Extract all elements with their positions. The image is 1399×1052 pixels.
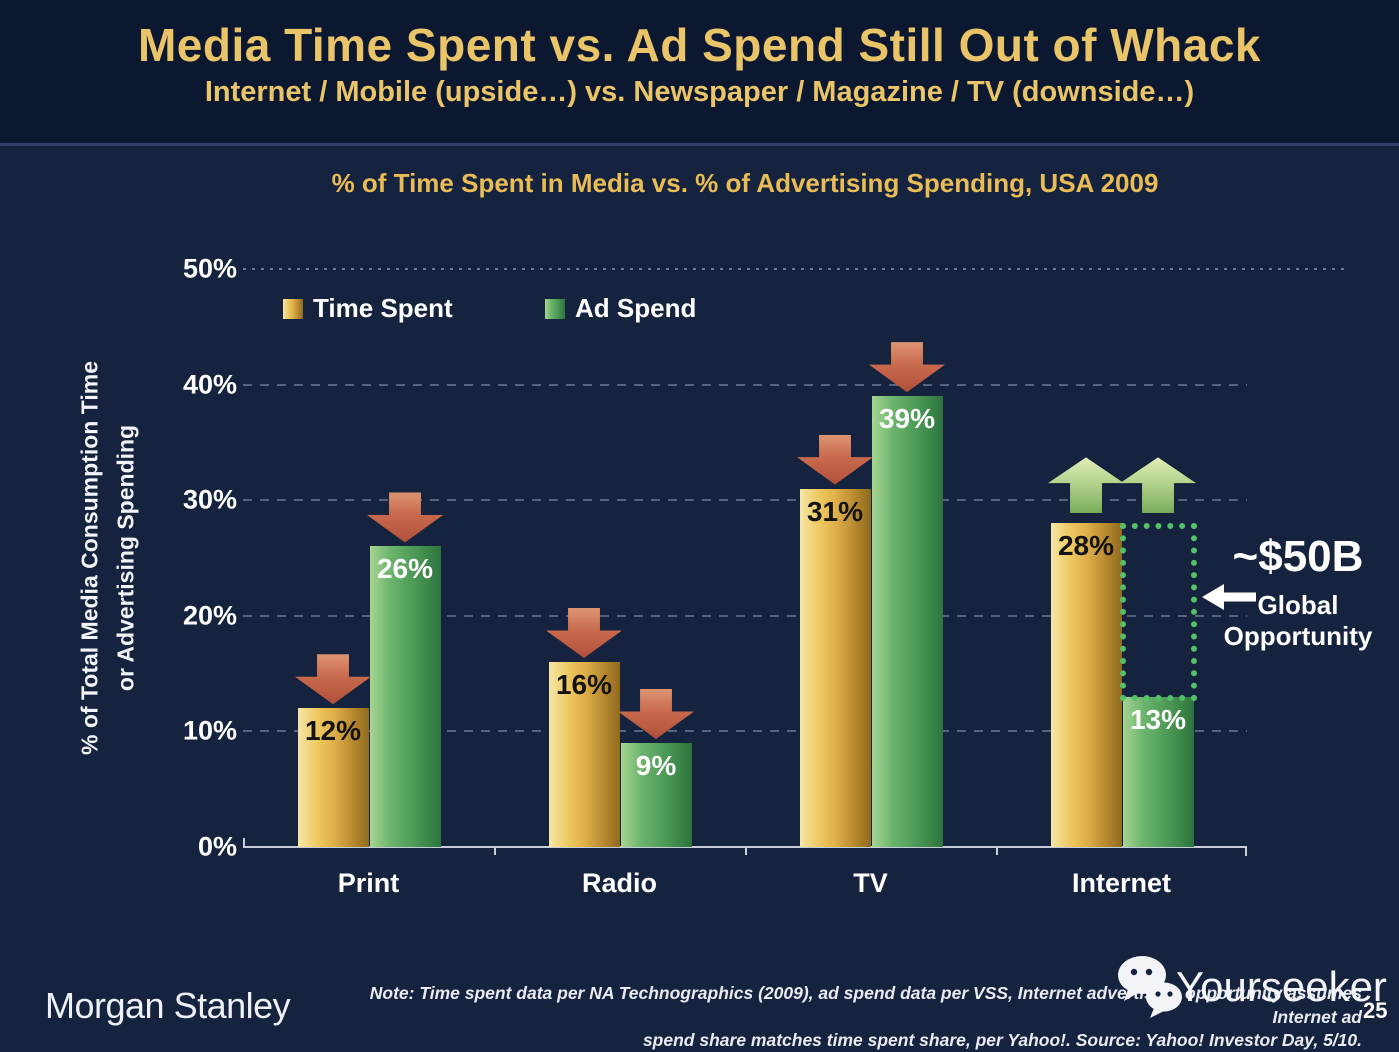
bar-print-ad-spend: 26% [369, 546, 441, 847]
bar-value-label-radio-time-spent: 16% [555, 669, 613, 701]
y-axis-label: % of Total Media Consumption Time or Adv… [72, 361, 143, 755]
bar-radio-time-spent: 16% [548, 662, 620, 847]
y-axis-label-line2: or Advertising Spending [112, 424, 138, 692]
ytick-label-0pct: 0% [197, 831, 237, 862]
legend-item-ad-spend: Ad Spend [545, 293, 696, 324]
legend-item-time-spent: Time Spent [283, 293, 453, 324]
left-arrow-icon [1202, 584, 1256, 610]
bar-value-label-radio-ad-spend: 9% [635, 749, 677, 781]
up-arrow-icon [1048, 457, 1124, 514]
bar-value-label-print-time-spent: 12% [304, 715, 362, 747]
bar-value-label-print-ad-spend: 26% [376, 553, 434, 585]
bar-value-label-tv-time-spent: 31% [806, 495, 864, 527]
x-category-label-radio: Radio [581, 868, 657, 898]
gridline-10pct [243, 730, 1247, 733]
bar-value-label-internet-time-spent: 28% [1057, 530, 1115, 562]
header-band [0, 0, 1399, 146]
bar-internet-time-spent: 28% [1050, 523, 1122, 847]
slide-title: Media Time Spent vs. Ad Spend Still Out … [137, 19, 1262, 71]
chart-title: % of Time Spent in Media vs. % of Advert… [331, 168, 1159, 198]
ytick-label-40pct: 40% [182, 369, 237, 400]
bar-tv-ad-spend: 39% [871, 396, 943, 847]
gridline-20pct [243, 614, 1247, 617]
x-axis-category-tick [745, 846, 747, 855]
x-axis-category-tick [996, 846, 998, 855]
gridline-40pct [243, 383, 1247, 386]
x-category-label-tv: TV [853, 868, 888, 898]
ytick-label-50pct: 50% [182, 253, 237, 284]
down-arrow-icon [295, 654, 371, 705]
morgan-stanley-logo: Morgan Stanley [45, 985, 291, 1026]
bar-value-label-tv-ad-spend: 39% [878, 403, 936, 435]
source-note: Note: Time spent data per NA Technograph… [318, 982, 1362, 1052]
opportunity-gap-box [1119, 523, 1197, 701]
ytick-label-30pct: 30% [182, 484, 237, 515]
bar-value-label-internet-ad-spend: 13% [1129, 703, 1187, 735]
x-axis-left-hook [243, 838, 245, 847]
x-category-label-print: Print [337, 868, 400, 898]
bar-print-time-spent: 12% [297, 708, 369, 847]
legend-label-ad-spend: Ad Spend [575, 293, 697, 323]
gridline-30pct [243, 499, 1247, 502]
x-category-label-internet: Internet [1071, 868, 1171, 898]
ytick-label-10pct: 10% [182, 715, 237, 746]
opportunity-value: ~$50B [1232, 532, 1364, 581]
watermark-text: Yourseeker [1176, 963, 1387, 1010]
opportunity-label: Global Opportunity [1223, 590, 1373, 652]
down-arrow-icon [797, 434, 873, 485]
gridline-50pct [243, 268, 1350, 270]
ad-spend-swatch-icon [545, 298, 565, 319]
slide-subtitle: Internet / Mobile (upside…) vs. Newspape… [204, 76, 1195, 108]
x-axis-right-hook [1245, 846, 1247, 856]
opportunity-annotation: ~$50B Global Opportunity [1200, 532, 1396, 653]
time-spent-swatch-icon [283, 298, 303, 319]
y-axis-label-line1: % of Total Media Consumption Time [76, 361, 103, 755]
legend-label-time-spent: Time Spent [313, 293, 453, 323]
bar-internet-ad-spend: 13% [1122, 696, 1194, 847]
page-number: 25 [1363, 998, 1388, 1023]
bar-tv-time-spent: 31% [799, 488, 871, 847]
ytick-label-20pct: 20% [182, 600, 237, 631]
bar-radio-ad-spend: 9% [620, 742, 692, 847]
source-note-line1: Note: Time spent data per NA Technograph… [369, 983, 1362, 1027]
up-arrow-icon [1120, 457, 1196, 514]
source-note-line2: spend share matches time spent share, pe… [642, 1030, 1362, 1051]
watermark: Yourseeker [1112, 953, 1387, 1021]
x-axis-category-tick [494, 846, 496, 855]
wechat-icon [1118, 956, 1182, 1018]
